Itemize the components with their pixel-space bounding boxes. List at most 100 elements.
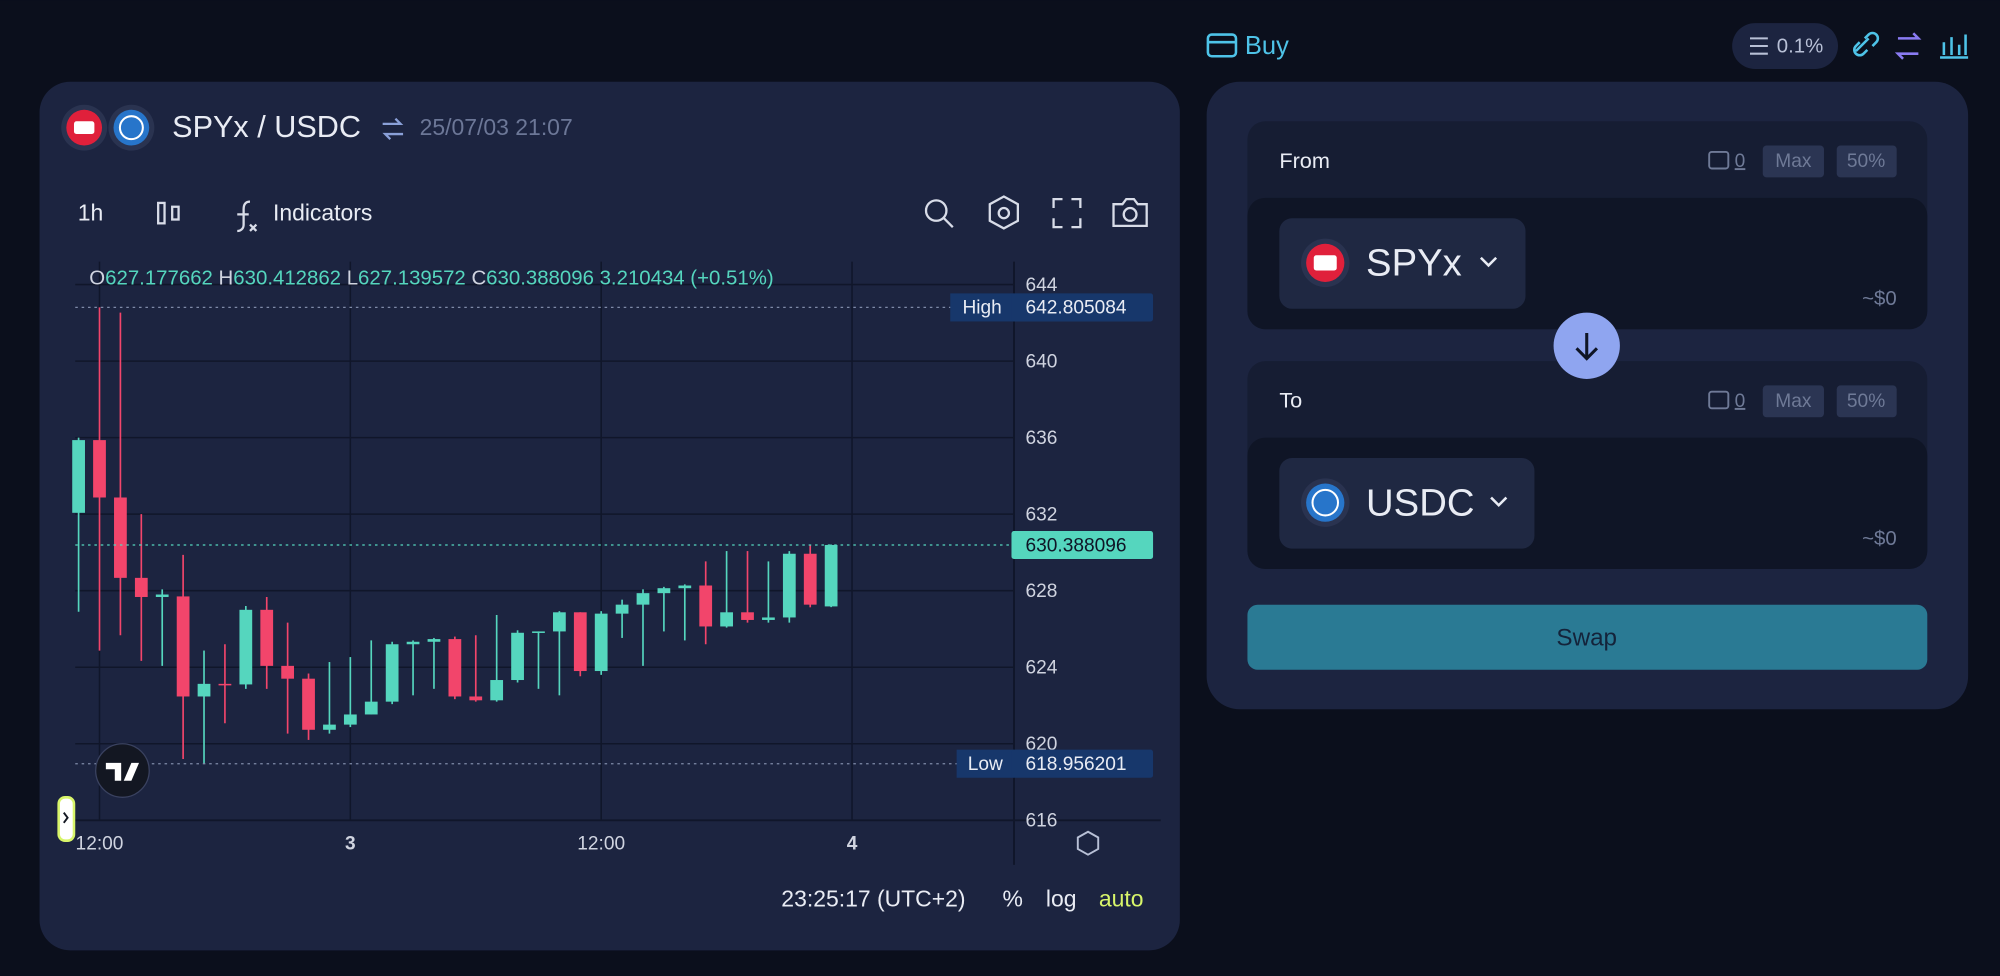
indicators-button[interactable]: Indicators bbox=[273, 199, 372, 225]
invert-icon[interactable] bbox=[382, 117, 404, 140]
from-token: SPYx bbox=[1366, 242, 1462, 285]
alert-icon-handle bbox=[943, 217, 954, 228]
candle-body bbox=[155, 594, 169, 597]
toggle-arrow bbox=[63, 812, 69, 824]
half-pill[interactable] bbox=[1836, 145, 1897, 178]
candle-body bbox=[176, 596, 190, 697]
from-label: From bbox=[1279, 148, 1330, 173]
candle-body bbox=[511, 632, 524, 681]
token-icons bbox=[61, 104, 155, 151]
candle-body bbox=[469, 696, 483, 701]
legend-change: 3.210434 (+0.51%) bbox=[600, 268, 774, 290]
candle-body bbox=[573, 612, 587, 672]
to-balance[interactable]: 0 bbox=[1735, 391, 1746, 412]
from-box: From 0 Max 50% SPYx ~$0 bbox=[1247, 121, 1928, 330]
candle-body bbox=[323, 724, 336, 730]
to-label: To bbox=[1279, 388, 1302, 413]
legend-value: 627.139572 bbox=[358, 268, 466, 290]
log-toggle[interactable]: log bbox=[1046, 886, 1077, 912]
y-tick-label: 624 bbox=[1026, 658, 1058, 679]
slippage-button[interactable]: 0.1% bbox=[1732, 23, 1839, 69]
price-tag-bg bbox=[1011, 530, 1154, 560]
snapshot-icon[interactable] bbox=[1112, 197, 1148, 228]
buy-button[interactable]: Buy bbox=[1206, 32, 1289, 60]
fullscreen-icon[interactable] bbox=[1052, 197, 1082, 229]
legend-label: L bbox=[347, 268, 358, 290]
grid bbox=[75, 261, 1161, 865]
usdc-icon-ring bbox=[118, 115, 144, 141]
wallet-icon bbox=[1708, 390, 1730, 410]
from-max[interactable]: Max bbox=[1775, 151, 1812, 172]
price-tag-label: High bbox=[962, 298, 1001, 319]
price-tag-value: 630.388096 bbox=[1026, 535, 1127, 556]
candle-type-button[interactable] bbox=[157, 201, 180, 225]
axis-settings-icon[interactable] bbox=[1076, 830, 1100, 856]
settings-icon[interactable] bbox=[988, 195, 1020, 230]
spyx-icon-mark bbox=[1313, 255, 1337, 271]
candle-body bbox=[678, 585, 692, 589]
candle-body bbox=[239, 609, 253, 685]
chevron bbox=[1490, 496, 1508, 508]
candle-body bbox=[762, 617, 775, 620]
to-half[interactable]: 50% bbox=[1847, 391, 1885, 412]
to-token-select[interactable]: USDC bbox=[1279, 458, 1535, 549]
max-pill[interactable] bbox=[1762, 145, 1824, 178]
candle-body bbox=[260, 609, 274, 666]
to-token: USDC bbox=[1366, 481, 1474, 524]
candle-body bbox=[657, 588, 671, 594]
candle-body bbox=[134, 577, 148, 597]
half-pill[interactable] bbox=[1836, 385, 1897, 418]
legend-label: C bbox=[471, 268, 486, 290]
link-icon[interactable] bbox=[1853, 31, 1880, 57]
slippage-pill bbox=[1732, 23, 1839, 69]
chevron bbox=[1479, 256, 1498, 268]
flip-button[interactable] bbox=[1553, 312, 1620, 379]
legend-label: O bbox=[89, 268, 105, 290]
candle-body bbox=[741, 612, 754, 620]
chart-icon[interactable] bbox=[1940, 34, 1969, 59]
pair-title: SPYx / USDC bbox=[172, 110, 361, 144]
candle-body bbox=[197, 683, 211, 697]
candle-body bbox=[364, 701, 378, 715]
x-tick-label: 4 bbox=[847, 834, 858, 855]
legend-value: 627.177662 bbox=[105, 268, 213, 290]
candle-body bbox=[72, 440, 85, 513]
tradingview-logo[interactable] bbox=[95, 743, 150, 798]
x-tick-label: 3 bbox=[345, 834, 356, 855]
x-tick-label: 12:00 bbox=[76, 834, 124, 855]
y-tick-label: 644 bbox=[1026, 275, 1058, 296]
alert-icon[interactable] bbox=[924, 199, 948, 222]
candle-body bbox=[803, 553, 817, 605]
swap-icon[interactable] bbox=[1894, 32, 1922, 60]
interval[interactable]: 1h bbox=[78, 199, 104, 225]
buy-label: Buy bbox=[1245, 32, 1289, 60]
settings-icon-center bbox=[997, 206, 1011, 220]
candle-body bbox=[281, 665, 295, 679]
from-token-select[interactable]: SPYx bbox=[1279, 218, 1526, 309]
price-tag-bg bbox=[1011, 749, 1154, 778]
auto-toggle[interactable]: auto bbox=[1099, 886, 1144, 912]
to-box: To 0 Max 50% USDC ~$0 bbox=[1247, 361, 1928, 569]
candle-body bbox=[699, 585, 713, 627]
ohlc-legend: O627.177662 H630.412862 L627.139572 C630… bbox=[89, 268, 773, 290]
price-tag-value: 618.956201 bbox=[1026, 754, 1127, 775]
snapshot-icon-lens bbox=[1122, 206, 1138, 222]
indicators-icon[interactable] bbox=[237, 200, 258, 233]
candle-body bbox=[490, 680, 504, 701]
y-tick-label: 616 bbox=[1026, 811, 1058, 832]
swap-button[interactable] bbox=[1247, 604, 1928, 670]
from-half[interactable]: 50% bbox=[1847, 151, 1885, 172]
candle-body bbox=[824, 544, 838, 607]
candle-body bbox=[427, 639, 441, 642]
usdc-icon bbox=[113, 109, 150, 146]
flip-arrow bbox=[1575, 333, 1599, 361]
percent-toggle[interactable]: % bbox=[1003, 886, 1023, 912]
to-max[interactable]: Max bbox=[1775, 391, 1812, 412]
from-balance[interactable]: 0 bbox=[1735, 151, 1746, 172]
price-tag-bg bbox=[1011, 293, 1154, 322]
legend-value: 630.388096 bbox=[486, 268, 594, 290]
max-pill[interactable] bbox=[1762, 385, 1824, 418]
